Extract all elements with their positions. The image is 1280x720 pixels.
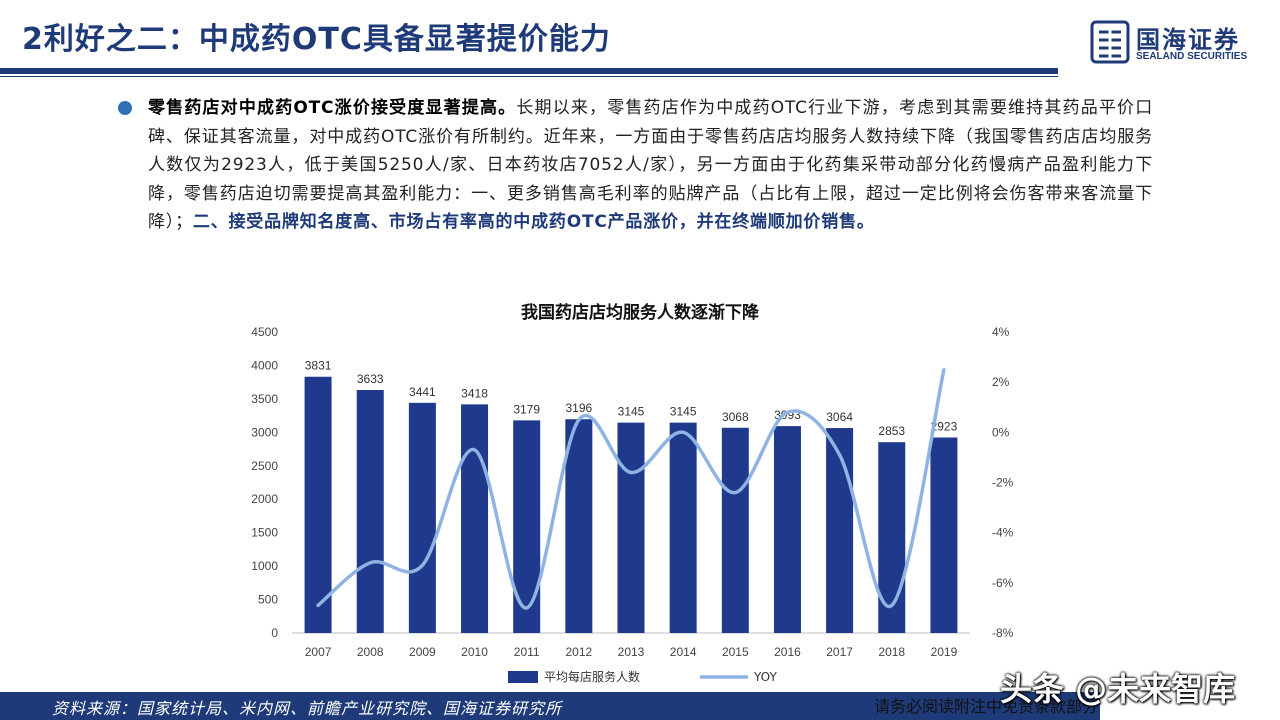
x-tick-label: 2013 <box>618 645 645 659</box>
header-rule <box>0 68 1058 74</box>
disclaimer: 请务必阅读附注中免责条款部分 <box>874 697 1099 716</box>
bar-value-label: 3633 <box>357 372 384 386</box>
bar-value-label: 3441 <box>409 385 436 399</box>
source-note: 资料来源：国家统计局、米内网、前瞻产业研究院、国海证券研究所 <box>52 699 563 718</box>
bar <box>773 426 801 633</box>
logo-text-en: SEALAND SECURITIES <box>1136 51 1248 62</box>
y-right-tick-label: -6% <box>992 576 1014 590</box>
x-tick-label: 2015 <box>722 645 749 659</box>
x-tick-label: 2007 <box>305 645 332 659</box>
bar <box>669 422 697 633</box>
bar <box>461 404 489 633</box>
bar-value-label: 2853 <box>878 424 905 438</box>
x-tick-label: 2016 <box>774 645 801 659</box>
bullet-icon <box>118 101 132 115</box>
y-right-tick-label: -4% <box>992 526 1014 540</box>
y-right-tick-label: 2% <box>992 375 1010 389</box>
bar-value-label: 3179 <box>513 402 540 416</box>
y-left-tick-label: 1500 <box>251 526 278 540</box>
x-tick-label: 2019 <box>931 645 958 659</box>
x-tick-label: 2008 <box>357 645 384 659</box>
x-tick-label: 2011 <box>514 645 540 659</box>
footer-bar <box>0 692 1100 720</box>
highlight-text: 二、接受品牌知名度高、市场占有率高的中成药OTC产品涨价，并在终端顺加价销售。 <box>192 212 875 232</box>
page-title: 2利好之二：中成药OTC具备显著提价能力 <box>22 22 611 57</box>
legend-swatch-bar <box>508 671 538 683</box>
logo-text-cn: 国海证券 <box>1136 26 1240 54</box>
bar-value-label: 3145 <box>618 405 645 419</box>
y-left-tick-label: 3500 <box>251 392 278 406</box>
bar <box>930 437 958 633</box>
legend-label-line: YOY <box>753 670 777 684</box>
bar-value-label: 3831 <box>305 359 332 373</box>
y-left-tick-label: 0 <box>271 626 278 640</box>
bar <box>304 376 332 633</box>
company-logo: 国海证券 SEALAND SECURITIES <box>1090 20 1270 68</box>
chart-container: 我国药店店均服务人数逐渐下降 0 500 1000 1500 2000 2500 3000 3… <box>200 296 1080 691</box>
x-tick-label: 2012 <box>565 645 592 659</box>
bar <box>721 427 749 633</box>
bar <box>513 420 541 633</box>
watermark: 头条 @未来智库 <box>1000 670 1236 708</box>
x-tick-label: 2009 <box>409 645 436 659</box>
x-tick-label: 2010 <box>461 645 488 659</box>
x-tick-label: 2017 <box>826 645 853 659</box>
x-tick-label: 2018 <box>878 645 905 659</box>
bar-value-label: 3418 <box>461 386 488 400</box>
lead-sentence: 零售药店对中成药OTC涨价接受度显著提高。 <box>148 98 517 118</box>
bar-value-label: 3068 <box>722 410 749 424</box>
bar <box>356 389 384 633</box>
chart-title: 我国药店店均服务人数逐渐下降 <box>521 303 759 323</box>
header-rule-thin <box>0 76 1058 77</box>
header: 2利好之二：中成药OTC具备显著提价能力 国海证券 SEALAND SECURI… <box>0 0 1280 80</box>
bar <box>826 428 854 633</box>
chart-svg: 0 500 1000 1500 2000 2500 3000 3500 4000 4500 4% 2%… <box>251 325 1014 684</box>
y-left-tick-label: 2000 <box>251 492 278 506</box>
y-right-tick-label: -8% <box>992 626 1014 640</box>
bar-value-label: 3196 <box>565 401 592 415</box>
legend-label-bar: 平均每店服务人数 <box>544 669 640 684</box>
y-left-tick-label: 3000 <box>251 425 278 439</box>
y-right-tick-label: 0% <box>992 425 1010 439</box>
y-right-tick-label: 4% <box>992 325 1010 339</box>
sealand-logo-icon <box>1090 20 1130 64</box>
x-tick-label: 2014 <box>670 645 697 659</box>
bar <box>565 419 593 633</box>
body-text: 长期以来，零售药店作为中成药OTC行业下游，考虑到其需要维持其药品平价口碑、保证… <box>148 98 1154 232</box>
y-left-tick-label: 1000 <box>251 559 278 573</box>
bar <box>408 402 436 633</box>
y-left-tick-label: 500 <box>258 593 278 607</box>
body-paragraph: 零售药店对中成药OTC涨价接受度显著提高。长期以来，零售药店作为中成药OTC行业… <box>148 94 1153 237</box>
y-left-tick-label: 4000 <box>251 358 278 372</box>
y-right-tick-label: -2% <box>992 476 1014 490</box>
bar-value-label: 3145 <box>670 405 697 419</box>
y-left-tick-label: 4500 <box>251 325 278 339</box>
yoy-line <box>316 367 946 610</box>
bar-value-label: 3064 <box>826 410 853 424</box>
y-left-tick-label: 2500 <box>251 459 278 473</box>
bar-value-label: 2923 <box>931 419 958 433</box>
bar <box>617 422 645 633</box>
